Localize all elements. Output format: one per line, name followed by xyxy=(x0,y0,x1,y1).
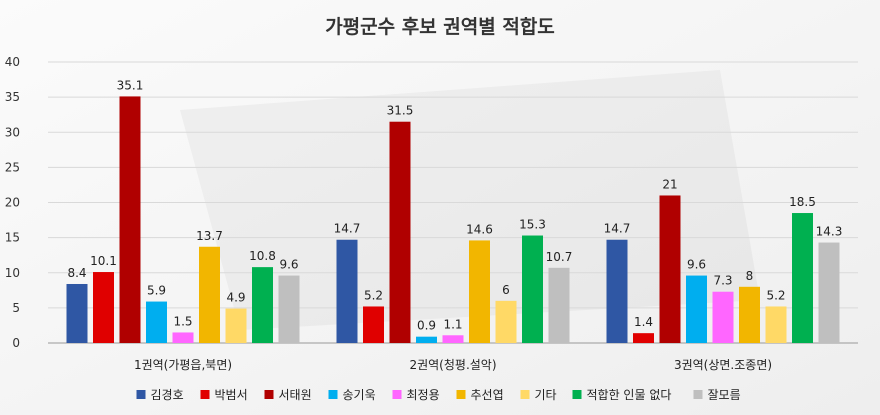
bar-data-label: 10.7 xyxy=(546,250,573,264)
bar xyxy=(119,96,141,343)
bar xyxy=(606,239,628,343)
bar-data-label: 8.4 xyxy=(67,266,86,280)
bar-data-label: 6 xyxy=(502,283,510,297)
legend-swatch xyxy=(392,390,402,399)
legend-swatch xyxy=(136,390,146,399)
bar xyxy=(792,213,813,343)
x-category-label: 3권역(상면.조종면) xyxy=(674,358,772,372)
legend-swatch xyxy=(693,390,703,399)
legend-swatch xyxy=(200,390,210,399)
bar xyxy=(739,286,760,343)
bar xyxy=(495,300,517,343)
legend: 김경호 박범서 서태원 송기욱 최정용 추선엽 기타 적합한 인물 없다 잘모름 xyxy=(136,388,741,402)
bar xyxy=(686,275,707,343)
y-tick-label: 25 xyxy=(5,160,20,174)
bar xyxy=(336,239,358,343)
bar-data-label: 9.6 xyxy=(687,258,706,272)
bar-data-label: 9.6 xyxy=(279,258,298,272)
bar-data-label: 15.3 xyxy=(519,218,546,232)
legend-label: 박범서 xyxy=(215,388,248,402)
bar xyxy=(93,272,114,343)
bar-data-label: 14.7 xyxy=(604,222,631,236)
bar-data-label: 14.3 xyxy=(816,225,843,239)
y-tick-label: 35 xyxy=(5,90,20,104)
legend-label: 최정용 xyxy=(407,388,440,402)
bar xyxy=(659,195,681,343)
legend-label: 송기욱 xyxy=(343,388,376,402)
bar xyxy=(765,306,787,343)
y-axis: 0 5 10 15 20 25 30 35 40 xyxy=(5,55,20,350)
y-tick-label: 0 xyxy=(12,336,20,350)
data-labels: 8.410.135.15.91.513.74.910.89.614.75.231… xyxy=(67,78,842,332)
bar-data-label: 35.1 xyxy=(117,78,144,92)
bar xyxy=(389,121,411,344)
gridlines xyxy=(48,61,858,344)
bar xyxy=(146,301,167,343)
bar xyxy=(633,333,654,343)
y-tick-label: 5 xyxy=(12,301,20,315)
bar xyxy=(252,267,273,343)
bar xyxy=(416,336,437,343)
bar xyxy=(548,267,570,343)
bar xyxy=(363,306,384,343)
bar xyxy=(442,335,464,343)
legend-swatch xyxy=(328,390,338,399)
x-category-label: 1권역(가평읍,북면) xyxy=(134,358,232,372)
bar xyxy=(712,291,734,343)
bar-data-label: 13.7 xyxy=(196,229,223,243)
bar-data-label: 0.9 xyxy=(417,319,436,333)
x-axis: 1권역(가평읍,북면) 2권역(청평.설악) 3권역(상면.조종면) xyxy=(134,358,772,372)
bar-data-label: 5.9 xyxy=(147,284,166,298)
legend-label: 기타 xyxy=(535,388,557,402)
bar xyxy=(469,240,490,343)
x-category-label: 2권역(청평.설악) xyxy=(409,358,496,372)
bar-data-label: 4.9 xyxy=(226,291,245,305)
bar xyxy=(278,275,300,343)
bar-data-label: 8 xyxy=(746,269,754,283)
bar-data-label: 14.7 xyxy=(334,222,361,236)
legend-label: 잘모름 xyxy=(708,388,741,402)
legend-label: 추선엽 xyxy=(471,388,504,402)
legend-label: 서태원 xyxy=(279,388,312,402)
legend-label: 적합한 인물 없다 xyxy=(587,388,672,402)
bar-data-label: 5.2 xyxy=(364,288,383,302)
bar xyxy=(225,308,247,343)
bar-data-label: 5.2 xyxy=(766,288,785,302)
legend-swatch xyxy=(264,390,274,399)
y-tick-label: 10 xyxy=(5,266,20,280)
y-tick-label: 15 xyxy=(5,231,20,245)
legend-swatch xyxy=(572,390,582,399)
legend-swatch xyxy=(520,390,530,399)
bars xyxy=(66,96,840,344)
bar-data-label: 1.5 xyxy=(173,314,192,328)
chart-title: 가평군수 후보 권역별 적합도 xyxy=(325,16,555,38)
bar-data-label: 10.8 xyxy=(249,249,276,263)
bar xyxy=(172,332,194,343)
bar-data-label: 1.4 xyxy=(634,315,653,329)
bar-data-label: 7.3 xyxy=(713,274,732,288)
bar xyxy=(199,246,220,343)
bar xyxy=(818,242,840,343)
bar-data-label: 1.1 xyxy=(443,317,462,331)
y-tick-label: 30 xyxy=(5,125,20,139)
bar-data-label: 21 xyxy=(662,177,677,191)
y-tick-label: 40 xyxy=(5,55,20,69)
bar xyxy=(66,283,88,343)
bar xyxy=(522,235,543,343)
bar-data-label: 10.1 xyxy=(90,254,117,268)
bar-data-label: 14.6 xyxy=(466,222,493,236)
bar-data-label: 18.5 xyxy=(789,195,816,209)
y-tick-label: 20 xyxy=(5,196,20,210)
legend-swatch xyxy=(456,390,466,399)
bar-data-label: 31.5 xyxy=(387,104,414,118)
legend-label: 김경호 xyxy=(151,388,184,402)
